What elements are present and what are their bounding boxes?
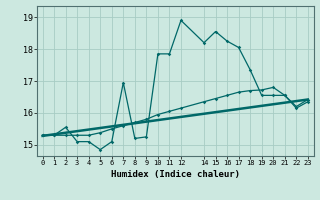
X-axis label: Humidex (Indice chaleur): Humidex (Indice chaleur) [111,170,240,179]
